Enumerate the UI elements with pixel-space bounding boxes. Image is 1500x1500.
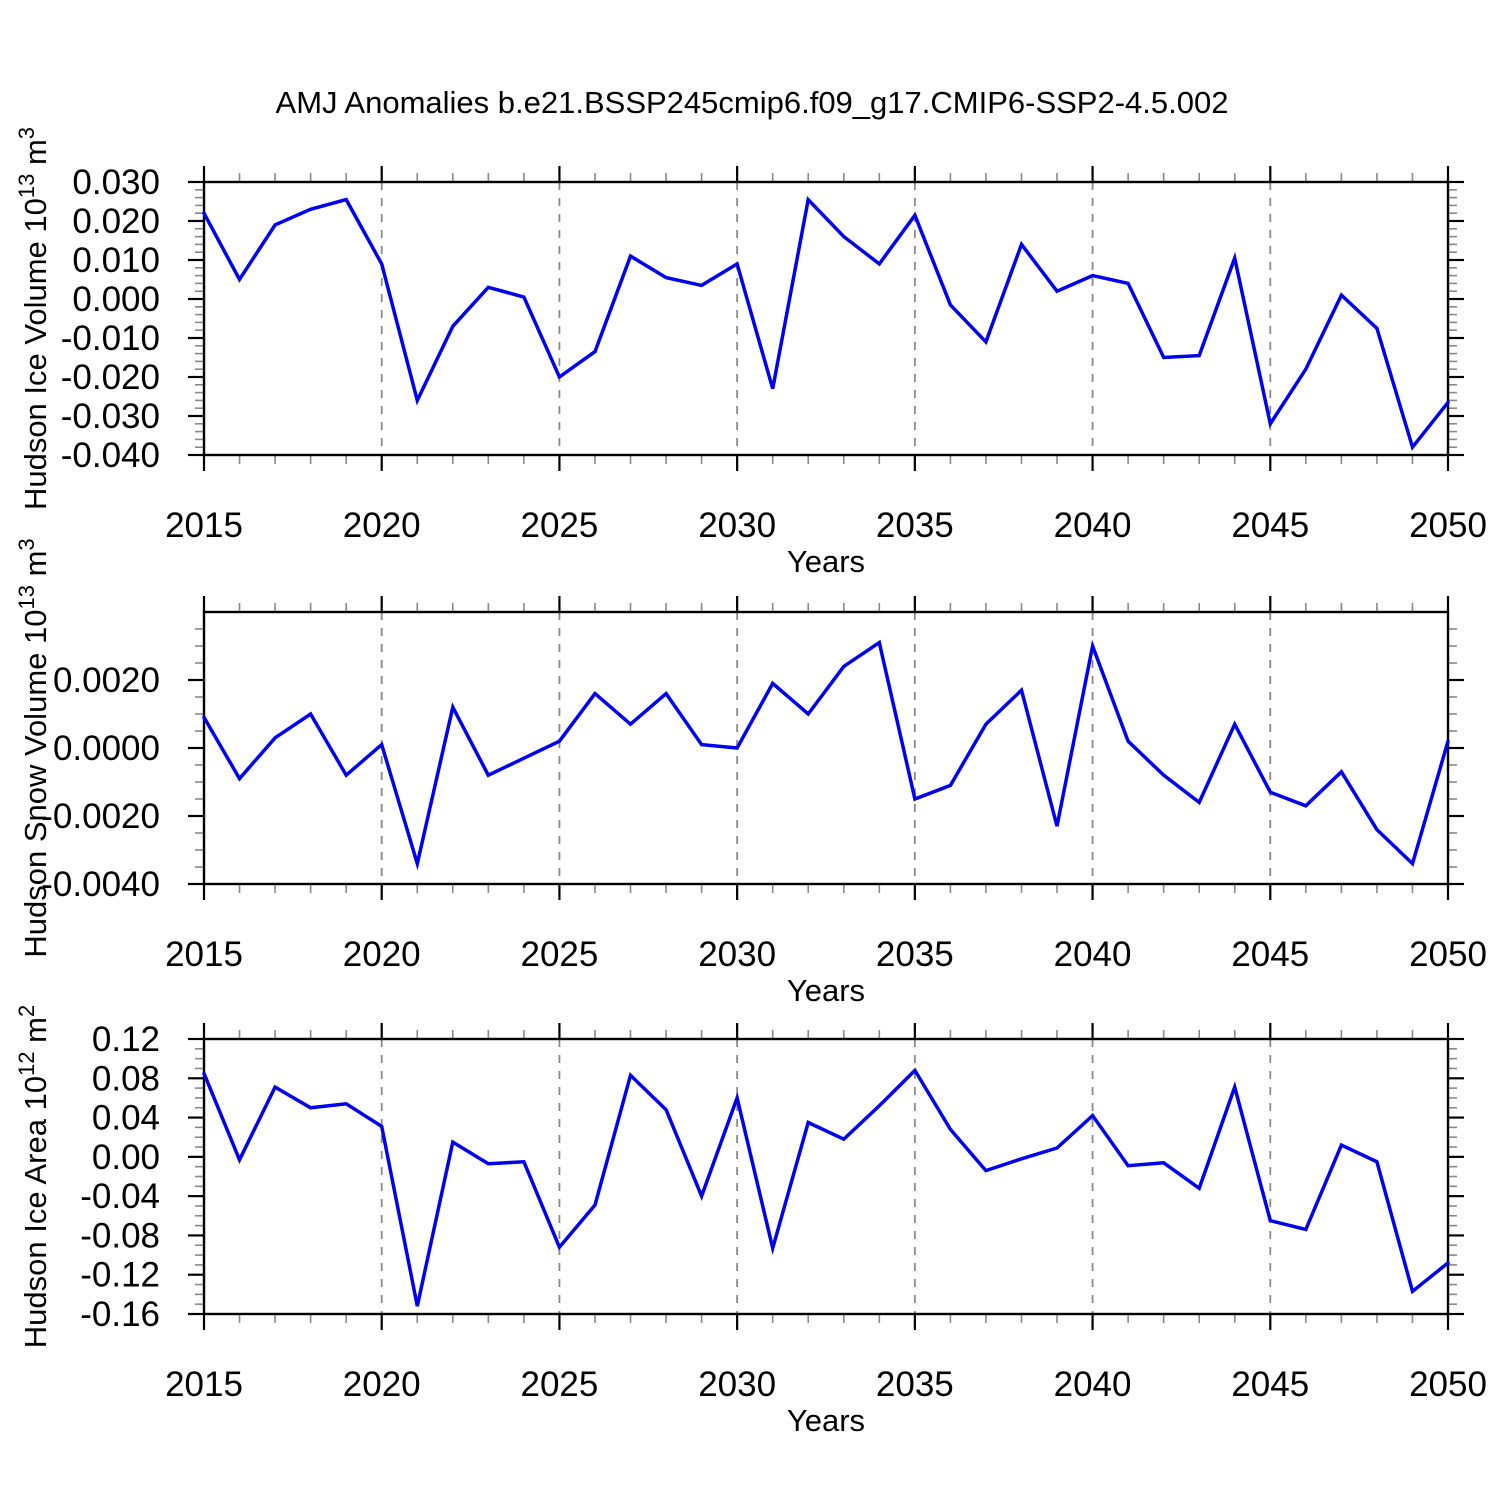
y-axis-title-text: m: [18, 139, 53, 173]
y-axis-title-text: m: [18, 551, 53, 585]
y-tick-label: 0.04: [92, 1099, 160, 1138]
x-tick-label: 2030: [698, 1365, 776, 1404]
y-tick-label: 0.12: [92, 1020, 160, 1059]
y-tick-label: -0.04: [80, 1177, 160, 1216]
y-axis-title-sup: 13: [14, 585, 39, 609]
x-tick-label: 2020: [343, 506, 421, 545]
x-tick-label: 2040: [1054, 935, 1132, 974]
x-tick-label: 2035: [876, 1365, 954, 1404]
x-tick-label: 2020: [343, 1365, 421, 1404]
y-axis-title: Hudson Snow Volume 1013 m3: [14, 538, 53, 957]
x-tick-label: 2050: [1409, 935, 1487, 974]
y-tick-label: -0.030: [61, 397, 160, 436]
x-tick-label: 2025: [520, 935, 598, 974]
y-tick-label: 0.000: [72, 280, 160, 319]
y-axis-title: Hudson Ice Area 1012 m2: [14, 1005, 53, 1348]
x-tick-label: 2015: [165, 1365, 243, 1404]
y-tick-label: 0.030: [72, 163, 160, 202]
y-tick-label: 0.08: [92, 1059, 160, 1098]
plot-frame: [202, 1037, 1450, 1316]
x-tick-label: 2045: [1231, 1365, 1309, 1404]
y-axis-title-sup: 3: [14, 538, 39, 550]
y-tick-label: 0.020: [72, 202, 160, 241]
y-axis-title-sup: 12: [14, 1051, 39, 1075]
x-tick-label: 2030: [698, 506, 776, 545]
panel-ice-volume: 0.0300.0200.0100.000-0.010-0.020-0.030-0…: [14, 127, 1487, 579]
chart-title: AMJ Anomalies b.e21.BSSP245cmip6.f09_g17…: [276, 85, 1229, 120]
y-tick-label: -0.020: [61, 358, 160, 397]
y-tick-label: -0.12: [80, 1256, 160, 1295]
panel-ice-area: 0.120.080.040.00-0.04-0.08-0.12-0.162015…: [14, 1005, 1487, 1438]
x-tick-label: 2045: [1231, 506, 1309, 545]
y-tick-label: -0.08: [80, 1216, 160, 1255]
x-tick-label: 2040: [1054, 1365, 1132, 1404]
x-tick-label: 2050: [1409, 506, 1487, 545]
y-tick-label: -0.0020: [41, 797, 160, 836]
x-axis-title: Years: [787, 544, 865, 579]
y-tick-label: -0.040: [61, 436, 160, 475]
x-tick-label: 2015: [165, 506, 243, 545]
plot-frame: [202, 180, 1450, 457]
series-line-ice-volume: [202, 195, 1450, 451]
y-tick-label: 0.00: [92, 1138, 160, 1177]
y-tick-label: 0.0000: [53, 729, 160, 768]
x-tick-label: 2030: [698, 935, 776, 974]
x-tick-label: 2025: [520, 506, 598, 545]
x-tick-label: 2050: [1409, 1365, 1487, 1404]
y-axis-title: Hudson Ice Volume 1013 m3: [14, 127, 53, 510]
x-tick-label: 2035: [876, 935, 954, 974]
series-line-snow-volume: [202, 639, 1450, 871]
y-tick-label: -0.010: [61, 319, 160, 358]
y-axis-title-text: Hudson Ice Volume 10: [18, 198, 53, 510]
y-axis-title-sup: 3: [14, 127, 39, 139]
y-axis-title-sup: 13: [14, 174, 39, 198]
y-axis-title-text: Hudson Snow Volume 10: [18, 610, 53, 958]
x-axis-title: Years: [787, 1403, 865, 1438]
y-tick-label: 0.010: [72, 241, 160, 280]
series-line-ice-area: [202, 1067, 1450, 1307]
y-axis-title-text: Hudson Ice Area 10: [18, 1076, 53, 1348]
y-tick-label: -0.16: [80, 1295, 160, 1334]
y-axis-title-sup: 2: [14, 1005, 39, 1017]
y-axis-title-text: m: [18, 1017, 53, 1051]
y-tick-label: -0.0040: [41, 865, 160, 904]
x-tick-label: 2020: [343, 935, 421, 974]
x-tick-label: 2040: [1054, 506, 1132, 545]
plot-frame: [202, 610, 1450, 886]
x-tick-label: 2025: [520, 1365, 598, 1404]
x-axis-title: Years: [787, 973, 865, 1008]
x-tick-label: 2015: [165, 935, 243, 974]
y-tick-label: 0.0020: [53, 661, 160, 700]
x-tick-label: 2045: [1231, 935, 1309, 974]
x-tick-label: 2035: [876, 506, 954, 545]
